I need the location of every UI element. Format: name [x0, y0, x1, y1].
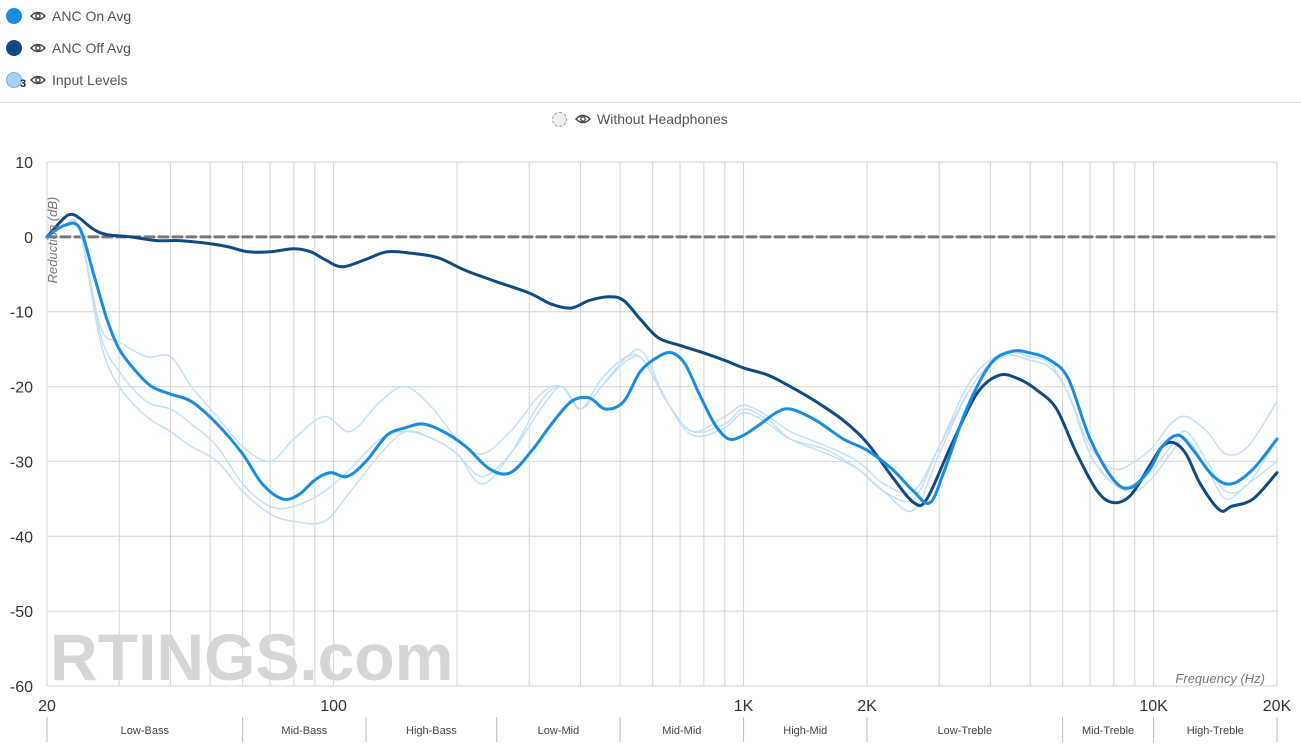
legend-item-without-headphones[interactable]: Without Headphones [552, 108, 728, 130]
input-levels-color-dot: 3 [6, 72, 26, 90]
band-label: Low-Bass [121, 725, 170, 737]
eye-icon[interactable] [575, 113, 591, 125]
legend: ANC On Avg ANC Off Avg 3 Input Levels [0, 0, 1301, 103]
band-label: Mid-Treble [1082, 725, 1134, 737]
x-tick-label: 2K [857, 698, 877, 715]
grid [46, 161, 1278, 687]
series-line-anc-off-avg [45, 212, 1279, 513]
band-label: High-Treble [1187, 725, 1244, 737]
series-line-input-level-3 [46, 219, 1278, 510]
y-axis-title: Reduction (dB) [45, 197, 60, 284]
y-tick-label: -30 [10, 454, 33, 471]
eye-icon[interactable] [30, 10, 46, 22]
band-label: High-Mid [783, 725, 827, 737]
legend-label: Without Headphones [597, 111, 728, 127]
anc-on-color-dot [6, 8, 22, 24]
y-tick-label: -40 [10, 529, 33, 546]
band-label: Mid-Mid [662, 725, 701, 737]
series-line-anc-on-avg [45, 221, 1279, 505]
without-headphones-color-dot [552, 111, 567, 127]
legend-item-input-levels[interactable]: 3 Input Levels [6, 69, 128, 91]
x-ticks: 20 100 1K 2K 10K 20K [38, 698, 1291, 715]
series [45, 212, 1279, 525]
x-tick-label: 1K [734, 698, 754, 715]
legend-label: ANC Off Avg [52, 40, 131, 56]
legend-item-anc-on[interactable]: ANC On Avg [6, 5, 131, 27]
y-ticks: 10 0 -10 -20 -30 -40 -50 -60 [10, 155, 33, 696]
band-label: Low-Treble [937, 725, 992, 737]
legend-label: Input Levels [52, 72, 128, 88]
anc-off-color-dot [6, 40, 22, 56]
y-tick-label: -20 [10, 380, 33, 397]
x-tick-label: 10K [1139, 698, 1168, 715]
input-levels-count-badge: 3 [20, 78, 27, 90]
x-tick-label: 100 [320, 698, 347, 715]
y-tick-label: -10 [10, 305, 33, 322]
y-tick-label: 10 [15, 155, 33, 172]
frequency-bands: Low-Bass Mid-Bass High-Bass Low-Mid Mid-Mid H… [46, 717, 1278, 742]
legend-item-anc-off[interactable]: ANC Off Avg [6, 37, 131, 59]
eye-icon[interactable] [30, 42, 46, 54]
y-tick-label: -50 [10, 604, 33, 621]
eye-icon[interactable] [30, 74, 46, 86]
band-label: Low-Mid [538, 725, 580, 737]
x-tick-label: 20 [38, 698, 56, 715]
y-tick-label: -60 [10, 679, 33, 696]
y-tick-label: 0 [24, 230, 33, 247]
series-line-input-level-2 [46, 218, 1278, 525]
x-tick-label: 20K [1263, 698, 1292, 715]
series-line-input-level-1 [46, 219, 1278, 495]
watermark: RTINGS.com [50, 620, 453, 694]
legend-label: ANC On Avg [52, 8, 132, 24]
x-axis-title: Frequency (Hz) [1175, 671, 1265, 686]
noise-isolation-chart: Low-Bass Mid-Bass High-Bass Low-Mid Mid-Mid H… [10, 155, 1292, 742]
band-label: Mid-Bass [281, 725, 327, 737]
band-label: High-Bass [406, 725, 457, 737]
